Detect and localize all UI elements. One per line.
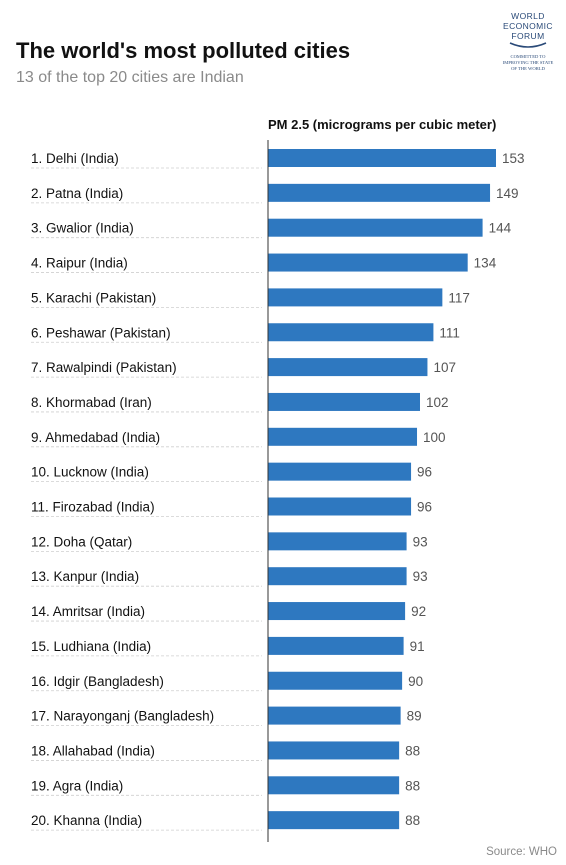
logo-line-2: ECONOMIC [503, 21, 553, 31]
bar [268, 706, 401, 725]
category-label: 20. Khanna (India) [31, 813, 142, 828]
chart-row: 20. Khanna (India) 88 [31, 811, 420, 831]
value-label: 111 [439, 325, 460, 340]
chart-row: 12. Doha (Qatar) 93 [31, 532, 428, 552]
logo-line-1: WORLD [511, 11, 545, 21]
bar [268, 602, 406, 621]
value-label: 88 [405, 813, 420, 828]
value-label: 93 [413, 534, 428, 549]
bar [268, 253, 468, 272]
bar [268, 776, 400, 795]
value-label: 88 [405, 743, 420, 758]
bar [268, 358, 428, 377]
chart-row: 16. Idgir (Bangladesh) 90 [31, 671, 423, 692]
bar [268, 427, 418, 446]
value-label: 91 [410, 639, 425, 654]
bar [268, 323, 434, 342]
chart-row: 7. Rawalpindi (Pakistan) 107 [31, 358, 456, 378]
chart-row: 19. Agra (India) 88 [31, 776, 420, 796]
chart-title: The world's most polluted cities [16, 38, 351, 63]
chart-row: 4. Raipur (India) 134 [31, 253, 497, 273]
category-label: 12. Doha (Qatar) [31, 534, 132, 549]
category-label: 10. Lucknow (India) [31, 465, 149, 480]
category-label: 3. Gwalior (India) [31, 221, 134, 236]
bar [268, 149, 496, 167]
chart-row: 17. Narayonganj (Bangladesh) 89 [31, 706, 422, 726]
category-label: 8. Khormabad (Iran) [31, 395, 152, 410]
category-label: 16. Idgir (Bangladesh) [31, 674, 164, 689]
category-label: 2. Patna (India) [31, 186, 123, 201]
category-label: 7. Rawalpindi (Pakistan) [31, 360, 177, 375]
category-label: 15. Ludhiana (India) [31, 639, 151, 654]
value-label: 89 [407, 709, 422, 724]
chart-row: 15. Ludhiana (India) 91 [31, 636, 425, 657]
bar [268, 671, 403, 690]
chart-row: 1. Delhi (India) 153 [31, 149, 525, 169]
logo-tagline-2: IMPROVING THE STATE [503, 60, 554, 65]
chart-row: 14. Amritsar (India) 92 [31, 602, 426, 622]
category-label: 1. Delhi (India) [31, 151, 119, 166]
bar [268, 811, 400, 830]
bar [268, 288, 443, 307]
value-label: 117 [448, 290, 470, 305]
bar [268, 741, 400, 760]
chart-row: 10. Lucknow (India) 96 [31, 462, 432, 483]
value-label: 102 [426, 395, 449, 410]
chart-row: 8. Khormabad (Iran) 102 [31, 392, 449, 413]
chart-row: 2. Patna (India) 149 [31, 183, 519, 204]
chart-row: 9. Ahmedabad (India) 100 [31, 427, 446, 448]
category-label: 9. Ahmedabad (India) [31, 430, 160, 445]
wef-logo: WORLD ECONOMIC FORUM COMMITTED TO IMPROV… [503, 11, 554, 71]
bar [268, 497, 412, 516]
chart-rows: 1. Delhi (India) 153 2. Patna (India) 149 3.… [31, 149, 525, 831]
logo-arc-icon [509, 42, 547, 48]
category-label: 18. Allahabad (India) [31, 743, 155, 758]
category-label: 6. Peshawar (Pakistan) [31, 325, 171, 340]
bar [268, 567, 407, 586]
logo-line-3: FORUM [511, 31, 544, 41]
value-label: 90 [408, 674, 423, 689]
chart-row: 11. Firozabad (India) 96 [31, 497, 432, 517]
category-label: 4. Raipur (India) [31, 256, 128, 271]
category-label: 13. Kanpur (India) [31, 569, 139, 584]
source-note: Source: WHO [486, 846, 557, 858]
value-label: 96 [417, 465, 432, 480]
value-label: 100 [423, 430, 446, 445]
value-label: 96 [417, 500, 432, 515]
chart-subtitle: 13 of the top 20 cities are Indian [16, 69, 244, 86]
value-label: 92 [411, 604, 426, 619]
bar [268, 532, 407, 551]
category-label: 5. Karachi (Pakistan) [31, 290, 156, 305]
chart-row: 5. Karachi (Pakistan) 117 [31, 288, 470, 308]
chart-row: 13. Kanpur (India) 93 [31, 567, 428, 587]
chart-row: 6. Peshawar (Pakistan) 111 [31, 323, 460, 343]
bar [268, 636, 404, 655]
category-label: 14. Amritsar (India) [31, 604, 145, 619]
category-label: 17. Narayonganj (Bangladesh) [31, 709, 214, 724]
category-label: 11. Firozabad (India) [31, 500, 155, 515]
value-label: 153 [502, 151, 525, 166]
value-label: 107 [433, 360, 456, 375]
bar [268, 218, 483, 237]
value-label: 88 [405, 778, 420, 793]
axis-title: PM 2.5 (micrograms per cubic meter) [268, 117, 497, 132]
value-label: 134 [474, 256, 497, 271]
category-label: 19. Agra (India) [31, 778, 123, 793]
chart-row: 18. Allahabad (India) 88 [31, 741, 420, 761]
bar [268, 183, 491, 202]
bar [268, 392, 420, 411]
value-label: 144 [489, 221, 512, 236]
value-label: 93 [413, 569, 428, 584]
bar [268, 462, 412, 481]
logo-tagline-1: COMMITTED TO [511, 54, 547, 59]
logo-tagline-3: OF THE WORLD [511, 66, 545, 71]
value-label: 149 [496, 186, 519, 201]
chart-row: 3. Gwalior (India) 144 [31, 218, 512, 239]
